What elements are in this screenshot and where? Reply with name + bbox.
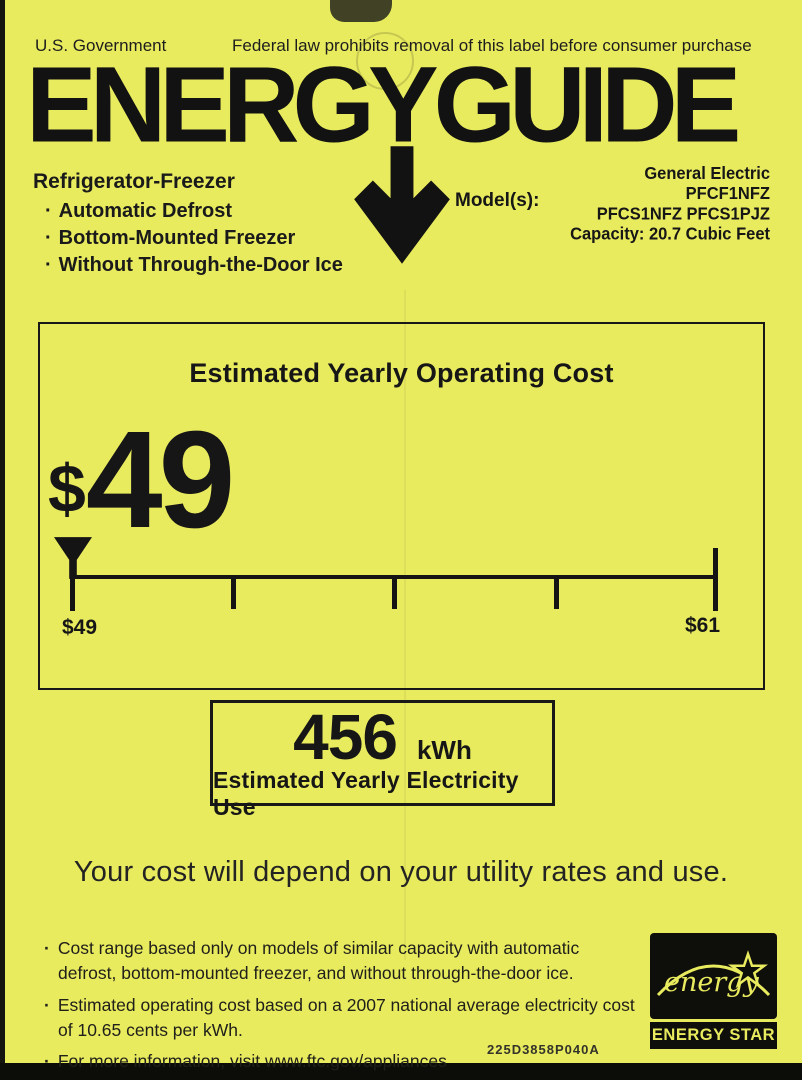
scale-tick — [554, 575, 559, 609]
government-text: U.S. Government — [35, 36, 167, 55]
logo-energy-text: ENERGY — [26, 44, 439, 166]
cost-box-title: Estimated Yearly Operating Cost — [189, 358, 614, 388]
scale-tick-min — [70, 575, 75, 611]
scale-tick — [231, 575, 236, 609]
scan-edge-left — [0, 0, 5, 1080]
label-crease — [404, 290, 406, 960]
scale-tick — [392, 575, 397, 609]
feature-item: Bottom-Mounted Freezer — [45, 227, 363, 250]
cost-pointer-icon — [54, 537, 92, 579]
model-number: PFCF1NFZ — [685, 184, 770, 204]
footnote-item: For more information, visit www.ftc.gov/… — [38, 1049, 638, 1074]
footnote-item: Cost range based only on models of simil… — [38, 936, 638, 986]
logo-guide-text: GUIDE — [433, 44, 742, 166]
appliance-info: Refrigerator-Freezer Automatic Defrost B… — [33, 170, 363, 277]
scale-tick-max — [713, 548, 718, 611]
operating-cost-box: Estimated Yearly Operating Cost $ 49 $49… — [38, 322, 765, 690]
currency-sign: $ — [48, 451, 86, 527]
federal-notice-text: Federal law prohibits removal of this la… — [232, 36, 752, 55]
energy-star-logo: energy ENERGY STAR — [650, 933, 777, 1049]
kwh-unit: kWh — [416, 735, 472, 765]
kwh-value: 456 — [293, 701, 398, 773]
appliance-type: Refrigerator-Freezer — [33, 170, 235, 193]
header-line: U.S. Government Federal law prohibits re… — [35, 36, 775, 56]
part-number: 225D3858P040A — [487, 1042, 600, 1057]
hang-tab-mark — [330, 0, 392, 22]
utility-rates-disclaimer: Your cost will depend on your utility ra… — [73, 856, 729, 888]
cost-amount: 49 — [85, 403, 235, 557]
hang-hole — [356, 32, 414, 90]
star-icon — [727, 950, 769, 989]
energyguide-logo: ENERGYGUIDE — [26, 51, 778, 171]
energy-star-caption: ENERGY STAR — [650, 1022, 777, 1049]
manufacturer-block: General Electric PFCF1NFZ PFCS1NFZ PFCS1… — [470, 164, 770, 245]
model-numbers: PFCS1NFZ PFCS1PJZ — [596, 204, 770, 224]
energy-star-mark: energy — [650, 933, 777, 1019]
capacity-text: Capacity: 20.7 Cubic Feet — [570, 225, 770, 244]
models-label: Model(s): — [455, 190, 540, 211]
electricity-use-box: 456 kWh Estimated Yearly Electricity Use — [210, 700, 555, 820]
electricity-use-caption: Estimated Yearly Electricity Use — [213, 767, 519, 820]
down-arrow-icon — [354, 146, 450, 264]
feature-item: Automatic Defrost — [45, 200, 363, 223]
footnote-list: Cost range based only on models of simil… — [38, 936, 638, 1080]
manufacturer-name: General Electric — [644, 164, 770, 184]
scale-min-label: $49 — [62, 616, 98, 639]
feature-item: Without Through-the-Door Ice — [45, 254, 363, 277]
footnote-item: Estimated operating cost based on a 2007… — [38, 993, 638, 1043]
feature-list: Automatic Defrost Bottom-Mounted Freezer… — [33, 200, 363, 277]
yearly-cost-value: $ 49 — [48, 403, 235, 557]
scale-max-label: $61 — [685, 614, 721, 637]
